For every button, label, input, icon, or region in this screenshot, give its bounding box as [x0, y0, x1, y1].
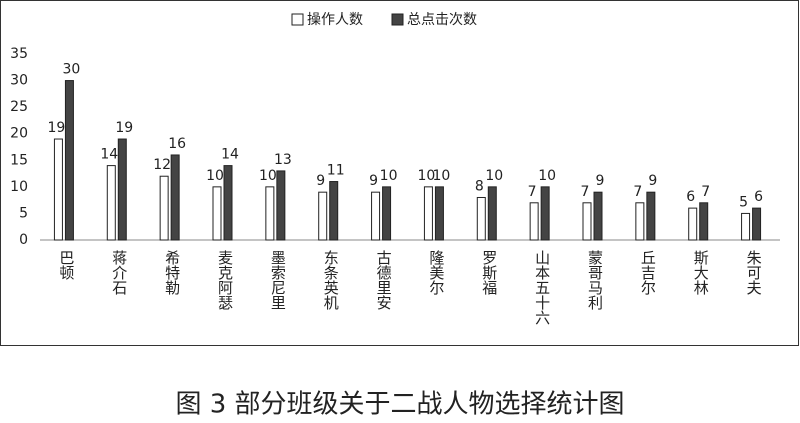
- data-label: 11: [327, 163, 345, 179]
- bar: [212, 186, 222, 241]
- x-tick-label: 蒙哥马利: [586, 250, 604, 310]
- data-label: 10: [259, 168, 277, 184]
- x-tick-label: 麦克阿瑟: [216, 250, 234, 310]
- legend-swatch: [391, 13, 404, 26]
- bar: [159, 175, 169, 241]
- legend-label: 操作人数: [307, 12, 363, 28]
- data-label: 12: [153, 157, 171, 173]
- data-label: 19: [48, 120, 66, 136]
- x-tick-label: 隆美尔: [427, 250, 445, 295]
- data-label: 7: [528, 184, 537, 200]
- bar: [318, 191, 328, 241]
- bar: [476, 196, 486, 241]
- x-tick-label: 古德里安: [375, 250, 393, 310]
- y-tick-label: 20: [10, 126, 28, 142]
- bar: [434, 186, 444, 241]
- bar: [593, 191, 603, 241]
- x-tick-label: 丘吉尔: [639, 250, 657, 295]
- x-tick-label: 墨索尼里: [269, 250, 287, 310]
- data-label: 30: [63, 62, 81, 78]
- data-label: 14: [221, 147, 239, 163]
- y-tick-label: 30: [10, 73, 28, 89]
- bar: [329, 181, 339, 241]
- x-tick-label: 山本五十六: [533, 250, 551, 325]
- data-label: 10: [380, 168, 398, 184]
- data-label: 7: [581, 184, 590, 200]
- y-tick-label: 0: [19, 232, 28, 248]
- y-tick-label: 25: [10, 99, 28, 115]
- x-tick-label: 希特勒: [163, 250, 181, 296]
- bar: [741, 212, 751, 241]
- bar: [423, 186, 433, 241]
- data-label: 9: [596, 173, 605, 189]
- data-label: 10: [206, 168, 224, 184]
- y-tick-label: 5: [19, 205, 28, 221]
- data-label: 6: [686, 189, 695, 205]
- bar: [53, 138, 63, 241]
- chart-caption: 图 3 部分班级关于二战人物选择统计图: [175, 390, 624, 420]
- data-label: 16: [168, 136, 186, 152]
- bar: [688, 207, 698, 241]
- data-label: 9: [648, 173, 657, 189]
- bar: [752, 207, 762, 241]
- data-label: 8: [475, 178, 484, 194]
- data-label: 14: [100, 147, 118, 163]
- bar: [371, 191, 381, 241]
- bar: [582, 202, 592, 241]
- bar: [529, 202, 539, 241]
- bar: [64, 80, 74, 241]
- x-tick-label: 东条英机: [322, 250, 340, 311]
- legend-label: 总点击次数: [407, 12, 477, 28]
- x-tick-label: 蒋介石: [110, 250, 128, 295]
- y-tick-label: 35: [10, 46, 28, 62]
- legend-swatch: [291, 13, 304, 26]
- bar: [223, 165, 233, 241]
- data-label: 6: [754, 189, 763, 205]
- bar: [276, 170, 286, 241]
- bar: [635, 202, 645, 241]
- data-label: 13: [274, 152, 292, 168]
- x-tick-label: 罗斯福: [480, 250, 498, 295]
- bar: [106, 165, 116, 241]
- bar: [265, 186, 275, 241]
- data-label: 10: [433, 168, 451, 184]
- data-label: 9: [369, 173, 378, 189]
- data-label: 9: [316, 173, 325, 189]
- bar: [117, 138, 127, 241]
- chart-border: [0, 0, 799, 346]
- y-tick-label: 15: [10, 152, 28, 168]
- bar: [646, 191, 656, 241]
- data-label: 10: [485, 168, 503, 184]
- data-label: 19: [115, 120, 133, 136]
- x-tick-label: 斯大林: [692, 250, 710, 295]
- bar: [382, 186, 392, 241]
- data-label: 5: [739, 194, 748, 210]
- x-tick-label: 巴顿: [57, 250, 75, 280]
- data-label: 10: [538, 168, 556, 184]
- data-label: 7: [701, 184, 710, 200]
- bar: [540, 186, 550, 241]
- data-label: 7: [633, 184, 642, 200]
- x-tick-label: 朱可夫: [745, 250, 763, 295]
- data-label: 10: [418, 168, 436, 184]
- bar: [487, 186, 497, 241]
- bar: [699, 202, 709, 241]
- bar: [170, 154, 180, 241]
- y-tick-label: 10: [10, 179, 28, 195]
